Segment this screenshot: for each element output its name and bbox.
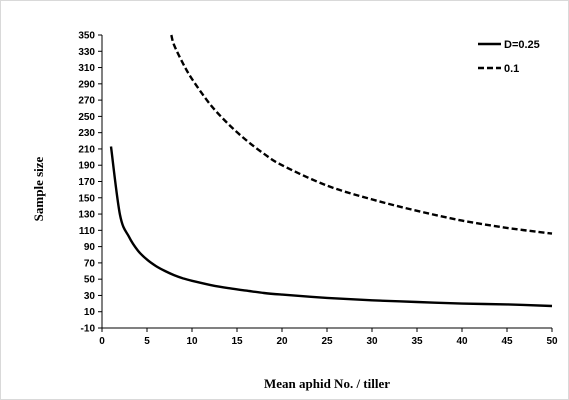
x-tick-label: 25 [321, 336, 333, 347]
y-tick-label: 90 [84, 242, 96, 253]
x-tick-label: 10 [186, 336, 198, 347]
y-tick-label: 30 [84, 291, 96, 302]
y-axis-ticks: -10 10 30 50 70 90 110 130 150 170 190 210 230 250 270… [78, 31, 102, 335]
series-layer [109, 34, 553, 308]
legend: D=0.25 0.1 [478, 39, 540, 75]
legend-label-0: D=0.25 [504, 39, 540, 51]
y-tick-label: 130 [78, 210, 95, 221]
y-tick-label: 250 [78, 112, 95, 123]
x-tick-label: 40 [456, 336, 468, 347]
y-tick-label: 330 [78, 47, 95, 58]
y-tick-label: -10 [81, 324, 96, 335]
x-tick-label: 50 [546, 336, 558, 347]
y-tick-label: 50 [84, 275, 96, 286]
x-tick-label: 30 [366, 336, 378, 347]
x-tick-label: 20 [276, 336, 288, 347]
y-tick-label: 310 [78, 63, 95, 74]
x-tick-label: 35 [411, 336, 423, 347]
legend-label-1: 0.1 [504, 63, 519, 75]
y-tick-label: 150 [78, 193, 95, 204]
series-line-1 [170, 34, 553, 235]
y-tick-label: 230 [78, 128, 95, 139]
x-axis-ticks: 0 5 10 15 20 25 30 35 40 45 50 [99, 328, 558, 347]
series-line-0 [109, 146, 553, 308]
y-tick-label: 270 [78, 96, 95, 107]
x-tick-label: 45 [501, 336, 513, 347]
y-axis-title: Sample size [31, 156, 46, 221]
y-tick-label: 170 [78, 177, 95, 188]
x-tick-label: 0 [99, 336, 105, 347]
y-tick-label: 190 [78, 161, 95, 172]
y-tick-label: 290 [78, 79, 95, 90]
y-tick-label: 350 [78, 31, 95, 42]
x-axis-title: Mean aphid No. / tiller [264, 376, 390, 391]
y-tick-label: 70 [84, 258, 96, 269]
x-tick-label: 5 [144, 336, 150, 347]
x-tick-label: 15 [231, 336, 243, 347]
y-tick-label: 110 [79, 226, 96, 237]
y-tick-label: 210 [78, 144, 95, 155]
y-tick-label: 10 [84, 307, 96, 318]
